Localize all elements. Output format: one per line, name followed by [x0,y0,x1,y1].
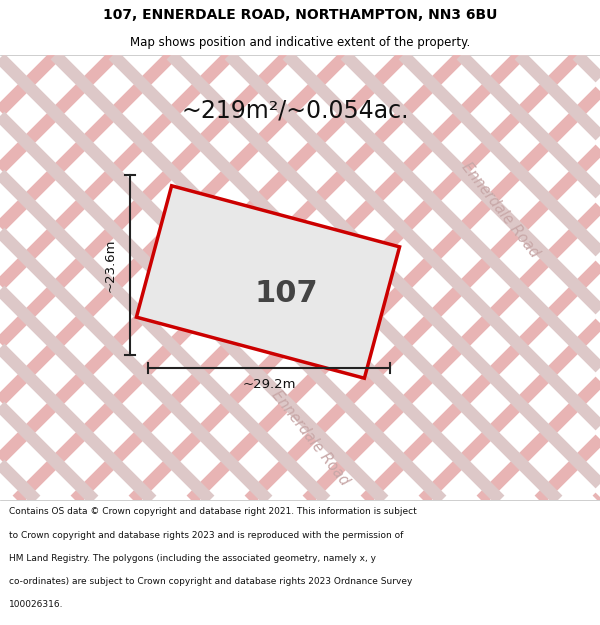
Text: 100026316.: 100026316. [9,600,64,609]
Text: 107: 107 [254,279,318,309]
Polygon shape [136,186,400,378]
Text: ~219m²/~0.054ac.: ~219m²/~0.054ac. [181,98,409,122]
Text: HM Land Registry. The polygons (including the associated geometry, namely x, y: HM Land Registry. The polygons (includin… [9,554,376,562]
Text: Ennerdale Road: Ennerdale Road [458,159,542,261]
Text: ~29.2m: ~29.2m [242,378,296,391]
Text: to Crown copyright and database rights 2023 and is reproduced with the permissio: to Crown copyright and database rights 2… [9,531,403,539]
Text: co-ordinates) are subject to Crown copyright and database rights 2023 Ordnance S: co-ordinates) are subject to Crown copyr… [9,577,412,586]
Text: ~23.6m: ~23.6m [104,238,116,292]
Text: Map shows position and indicative extent of the property.: Map shows position and indicative extent… [130,36,470,49]
Text: Contains OS data © Crown copyright and database right 2021. This information is : Contains OS data © Crown copyright and d… [9,508,417,516]
Text: Ennerdale Road: Ennerdale Road [268,388,352,488]
Text: 107, ENNERDALE ROAD, NORTHAMPTON, NN3 6BU: 107, ENNERDALE ROAD, NORTHAMPTON, NN3 6B… [103,8,497,22]
